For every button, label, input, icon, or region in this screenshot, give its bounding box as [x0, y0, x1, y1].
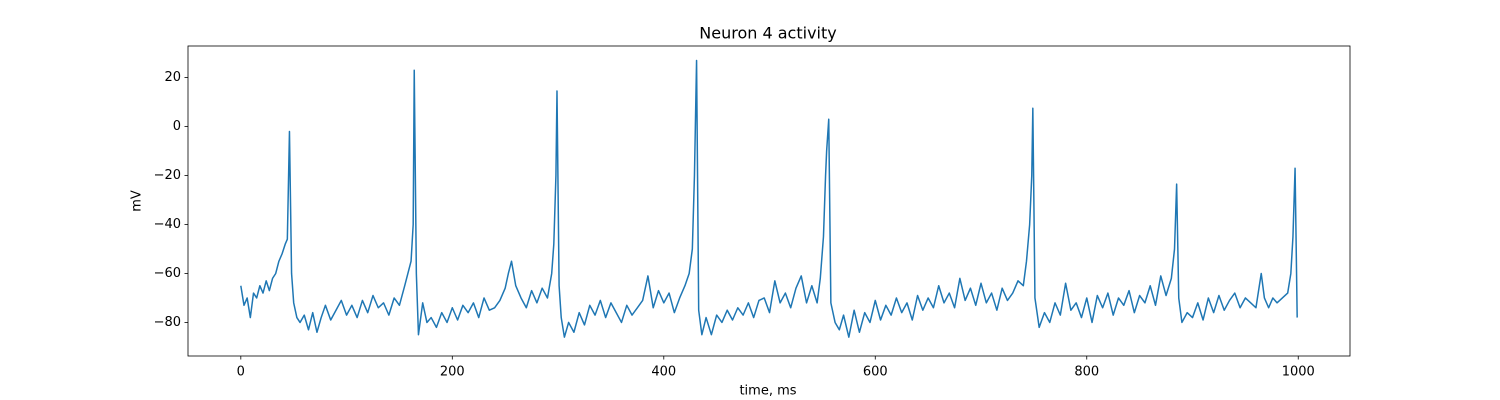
x-tick-label: 0	[237, 365, 245, 380]
x-tick-label: 200	[440, 365, 465, 380]
x-tick-label: 800	[1074, 365, 1099, 380]
x-axis-label: time, ms	[739, 384, 796, 399]
plot-frame	[187, 45, 1351, 357]
y-tick-label: −80	[154, 315, 181, 330]
y-tick-label: −20	[154, 168, 181, 183]
x-tick-label: 600	[863, 365, 888, 380]
y-tick-label: 20	[164, 70, 181, 85]
chart-title: Neuron 4 activity	[699, 24, 836, 43]
x-tick-label: 400	[651, 365, 676, 380]
x-tick-label: 1000	[1282, 365, 1315, 380]
data-line	[240, 59, 1298, 338]
y-tick-label: 0	[173, 119, 181, 134]
y-tick-label: −40	[154, 217, 181, 232]
y-tick-label: −60	[154, 266, 181, 281]
y-axis-label: mV	[130, 190, 145, 212]
